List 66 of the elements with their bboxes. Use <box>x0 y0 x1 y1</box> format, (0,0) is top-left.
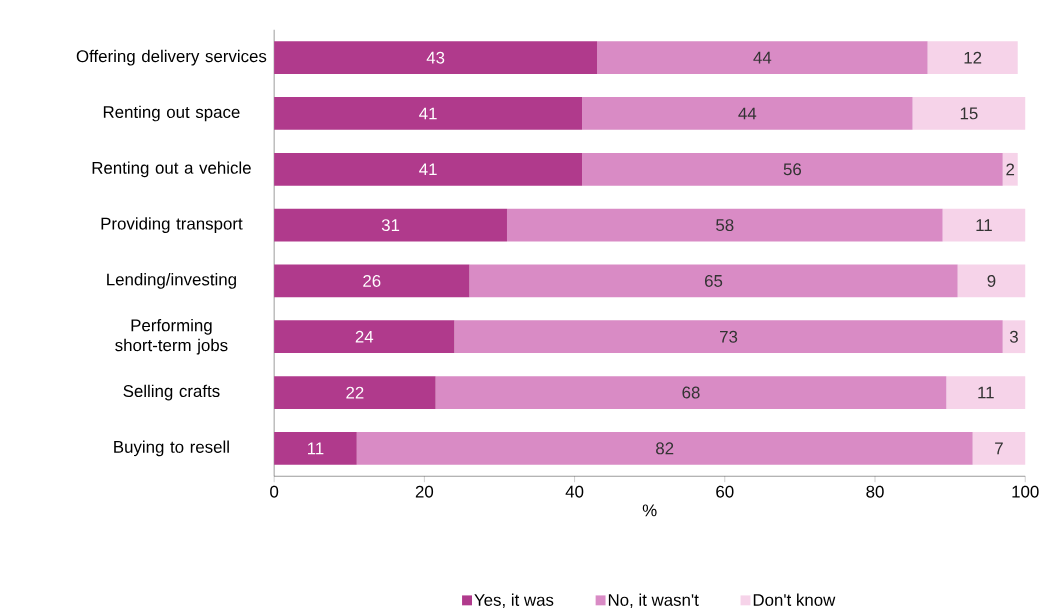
data-label: 31 <box>381 219 400 231</box>
bar <box>274 320 455 354</box>
y-tick-label: Buying to resell <box>114 440 229 457</box>
data-label: 44 <box>753 51 772 64</box>
y-tick-label: Performing short-term jobs <box>115 318 228 355</box>
data-label: 65 <box>705 274 723 287</box>
data-label: 24 <box>355 330 374 343</box>
y-tick-label: Providing transport <box>101 217 243 233</box>
y-tick-label: Selling crafts <box>123 384 220 401</box>
bar <box>356 431 973 465</box>
data-label: 11 <box>307 442 324 455</box>
bar <box>274 376 436 409</box>
data-label: 26 <box>363 274 381 287</box>
bar <box>927 41 1018 74</box>
data-label: 12 <box>964 51 982 64</box>
data-label: 9 <box>987 274 996 287</box>
y-tick-label: Offering delivery services <box>76 49 267 66</box>
bar <box>912 97 1026 130</box>
data-label: 73 <box>720 330 738 343</box>
data-label: 7 <box>995 442 1003 455</box>
data-label: 11 <box>978 386 994 399</box>
x-tick-label: 0 <box>270 485 279 498</box>
data-label: 68 <box>682 386 700 399</box>
data-label: 56 <box>783 163 802 176</box>
bar <box>942 208 1026 242</box>
x-tick-label: 20 <box>415 485 434 498</box>
data-label: 2 <box>1006 163 1015 176</box>
x-tick-label: 60 <box>716 485 734 498</box>
x-axis-title: % <box>642 504 657 517</box>
bar <box>274 152 583 186</box>
y-tick-label: Renting out a vehicle <box>92 161 251 178</box>
data-label: 3 <box>1009 330 1018 343</box>
x-tick-label: 80 <box>866 485 884 498</box>
data-label: 41 <box>419 163 437 176</box>
data-label: 41 <box>419 107 437 120</box>
data-label: 43 <box>426 51 445 64</box>
bar <box>454 320 1003 354</box>
bar <box>506 208 943 242</box>
bar <box>1002 152 1018 186</box>
legend-label: Yes, it was <box>474 593 554 608</box>
bar <box>957 264 1026 298</box>
bar <box>469 264 958 298</box>
y-tick-label: Lending/investing <box>107 272 236 289</box>
data-label: 22 <box>346 386 364 399</box>
data-label: 11 <box>976 219 992 231</box>
data-label: 82 <box>656 442 674 455</box>
bar <box>274 264 470 298</box>
bar <box>274 431 357 465</box>
data-label: 15 <box>960 107 978 120</box>
x-tick-label: 40 <box>565 485 584 498</box>
bar <box>274 97 583 130</box>
bar <box>1002 320 1026 354</box>
bar <box>597 41 928 74</box>
legend-label: Don't know <box>753 593 836 606</box>
bar <box>946 376 1026 409</box>
bar <box>972 431 1026 465</box>
data-label: 44 <box>738 107 757 120</box>
data-label: 58 <box>716 219 734 231</box>
legend-label: No, it wasn't <box>608 593 699 608</box>
bar <box>274 41 598 74</box>
bar <box>582 97 913 130</box>
x-tick-label: 100 <box>1012 485 1039 498</box>
bar <box>582 152 1003 186</box>
bar <box>435 376 947 409</box>
y-tick-label: Renting out space <box>103 105 240 122</box>
bar <box>274 208 507 242</box>
